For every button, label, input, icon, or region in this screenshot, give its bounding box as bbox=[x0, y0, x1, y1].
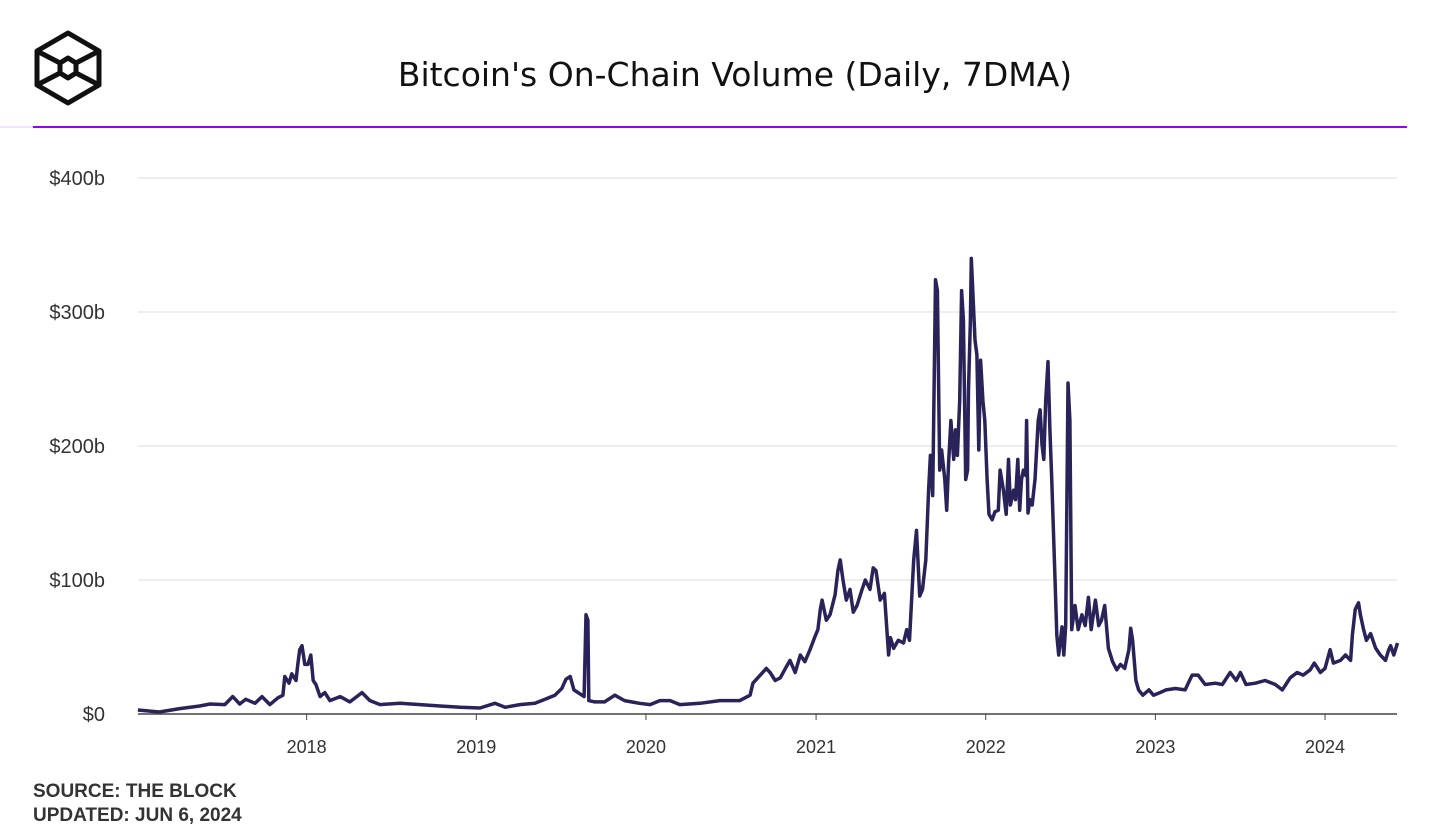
y-tick-label: $100b bbox=[49, 570, 105, 592]
y-tick-label: $400b bbox=[49, 168, 105, 190]
x-tick-label: 2020 bbox=[626, 737, 666, 757]
x-tick-label: 2024 bbox=[1305, 737, 1345, 757]
chart-title: Bitcoin's On-Chain Volume (Daily, 7DMA) bbox=[398, 55, 1072, 94]
grid bbox=[138, 177, 1397, 581]
the-block-logo-icon bbox=[34, 30, 102, 106]
updated-label: UPDATED: JUN 6, 2024 bbox=[33, 805, 242, 826]
x-tick-label: 2021 bbox=[796, 737, 836, 757]
x-tick-label: 2023 bbox=[1135, 737, 1175, 757]
y-tick-label: $200b bbox=[49, 436, 105, 458]
x-tick-label: 2022 bbox=[966, 737, 1006, 757]
x-tick-label: 2019 bbox=[456, 737, 496, 757]
y-tick-label: $0 bbox=[83, 704, 105, 726]
x-axis: 2018 2019 2020 2021 2022 2023 2024 bbox=[287, 714, 1345, 757]
source-label: SOURCE: THE BLOCK bbox=[33, 781, 237, 802]
y-axis: $0 $100b $200b $300b $400b bbox=[49, 168, 105, 726]
x-tick-label: 2018 bbox=[287, 737, 327, 757]
series-line-onchain-volume bbox=[137, 256, 1400, 714]
y-tick-label: $300b bbox=[49, 302, 105, 324]
